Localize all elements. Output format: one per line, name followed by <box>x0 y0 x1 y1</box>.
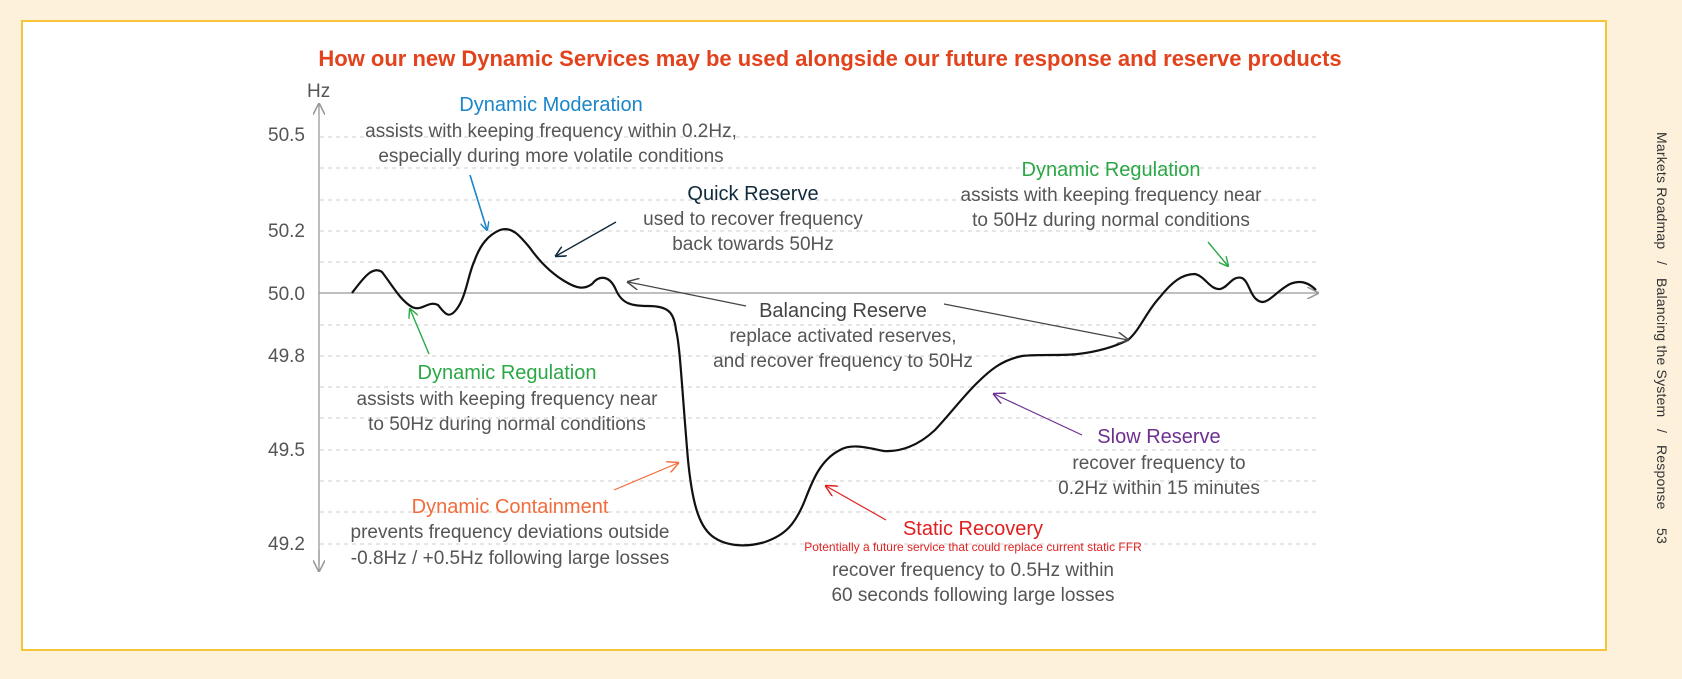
service-description-line: assists with keeping frequency near <box>357 389 659 410</box>
service-description-line: recover frequency to 0.5Hz within <box>832 560 1114 581</box>
arrow-balancing-reserve-right <box>943 303 1128 340</box>
service-title: Slow Reserve <box>1097 426 1220 448</box>
service-description-line: and recover frequency to 50Hz <box>713 351 973 372</box>
service-title: Static Recovery <box>903 518 1043 540</box>
service-description-line: prevents frequency deviations outside <box>351 522 670 543</box>
breadcrumb-item: Balancing the System <box>1654 277 1670 418</box>
breadcrumb-separator: / <box>1654 261 1670 266</box>
label-static-recovery: Static Recovery Potentially a future ser… <box>804 518 1142 606</box>
service-description-line: assists with keeping frequency within 0.… <box>365 121 737 142</box>
breadcrumb-separator: / <box>1654 429 1670 434</box>
service-title: Dynamic Regulation <box>1022 159 1201 181</box>
arrow-dynamic-regulation-right <box>1207 241 1228 266</box>
arrow-balancing-reserve-left <box>628 282 747 307</box>
service-description-line: 0.2Hz within 15 minutes <box>1058 478 1260 499</box>
service-description-line: to 50Hz during normal conditions <box>972 210 1250 231</box>
label-quick-reserve: Quick Reserve used to recover frequency … <box>643 183 863 255</box>
breadcrumb-item: Response <box>1654 445 1670 511</box>
axis-unit-label: Hz <box>307 81 330 102</box>
grid-lines <box>320 136 1318 545</box>
service-title: Balancing Reserve <box>759 300 927 322</box>
service-description-line: assists with keeping frequency near <box>961 185 1263 206</box>
arrow-quick-reserve <box>556 221 617 256</box>
arrow-dynamic-containment <box>613 463 678 491</box>
label-dynamic-regulation-left: Dynamic Regulation assists with keeping … <box>357 362 659 435</box>
service-title: Dynamic Containment <box>412 496 609 518</box>
arrow-dynamic-moderation <box>469 174 487 230</box>
service-title: Dynamic Moderation <box>459 94 642 116</box>
tick-label: 49.5 <box>268 440 305 461</box>
service-note: Potentially a future service that could … <box>804 540 1142 554</box>
service-description-line: 60 seconds following large losses <box>831 585 1114 606</box>
service-description-line: replace activated reserves, <box>729 326 956 347</box>
tick-labels: 50.5 50.2 50.0 49.8 49.5 49.2 <box>268 125 305 555</box>
tick-label: 50.5 <box>268 125 305 146</box>
service-description-line: back towards 50Hz <box>672 234 834 255</box>
service-description-line: recover frequency to <box>1072 453 1245 474</box>
label-dynamic-regulation-right: Dynamic Regulation assists with keeping … <box>961 159 1263 231</box>
service-title: Dynamic Regulation <box>418 362 597 384</box>
breadcrumb-item: Markets Roadmap <box>1654 132 1670 250</box>
page-breadcrumb: Markets Roadmap / Balancing the System /… <box>1654 132 1670 544</box>
service-description-line: -0.8Hz / +0.5Hz following large losses <box>351 548 669 569</box>
arrow-slow-reserve <box>994 394 1083 436</box>
frequency-curve <box>351 228 1317 547</box>
service-description-line: to 50Hz during normal conditions <box>368 414 646 435</box>
service-title: Quick Reserve <box>687 183 818 205</box>
label-dynamic-containment: Dynamic Containment prevents frequency d… <box>351 496 670 569</box>
label-slow-reserve: Slow Reserve recover frequency to 0.2Hz … <box>1058 426 1260 499</box>
tick-label: 50.0 <box>268 284 305 305</box>
arrow-dynamic-regulation-left <box>410 309 430 355</box>
page-number: 53 <box>1654 528 1670 545</box>
tick-label: 49.8 <box>268 346 305 367</box>
arrow-static-recovery <box>826 486 887 521</box>
service-description-line: used to recover frequency <box>643 209 863 230</box>
label-balancing-reserve: Balancing Reserve replace activated rese… <box>713 300 973 372</box>
diagram-panel <box>21 20 1607 651</box>
tick-label: 49.2 <box>268 534 305 555</box>
diagram-title: How our new Dynamic Services may be used… <box>318 46 1341 71</box>
service-description-line: especially during more volatile conditio… <box>378 146 723 167</box>
label-dynamic-moderation: Dynamic Moderation assists with keeping … <box>365 94 737 167</box>
tick-label: 50.2 <box>268 221 305 242</box>
